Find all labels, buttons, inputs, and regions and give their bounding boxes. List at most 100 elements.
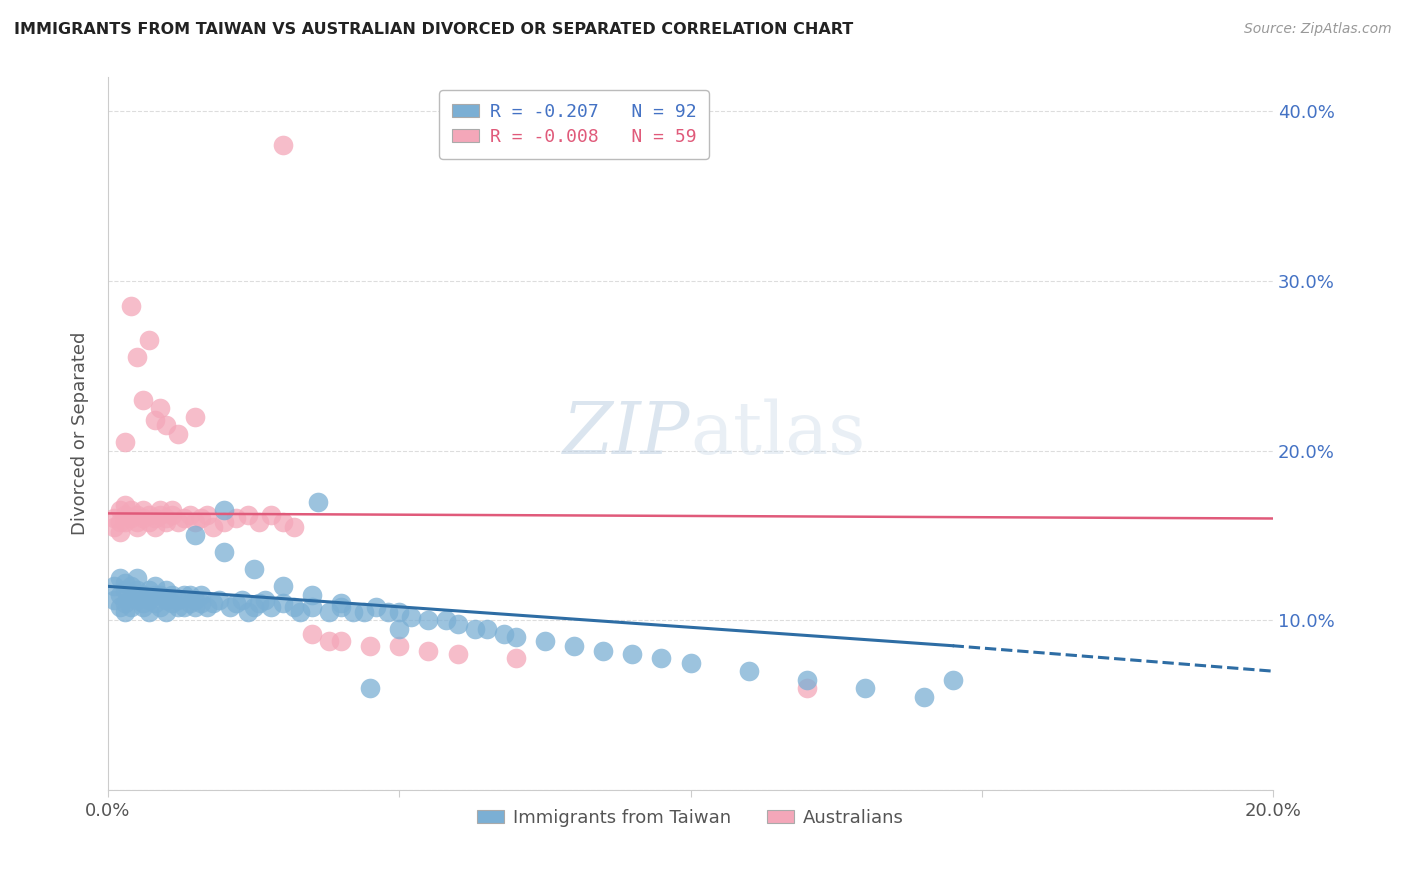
Point [114, 596, 136, 610]
Point [155, 511, 177, 525]
Text: IMMIGRANTS FROM TAIWAN VS AUSTRALIAN DIVORCED OR SEPARATED CORRELATION CHART: IMMIGRANTS FROM TAIWAN VS AUSTRALIAN DIV… [14, 22, 853, 37]
Point [114, 576, 136, 591]
Point [120, 599, 142, 614]
Point [260, 508, 283, 522]
Point [127, 593, 149, 607]
Point [195, 599, 218, 614]
Point [184, 409, 207, 424]
Point [364, 599, 387, 614]
Point [219, 599, 242, 614]
Point [127, 520, 149, 534]
Point [114, 435, 136, 450]
Legend: Immigrants from Taiwan, Australians: Immigrants from Taiwan, Australians [470, 802, 911, 834]
Point [127, 571, 149, 585]
Point [143, 520, 166, 534]
Point [446, 647, 468, 661]
Text: Source: ZipAtlas.com: Source: ZipAtlas.com [1244, 22, 1392, 37]
Point [388, 622, 411, 636]
Point [167, 593, 190, 607]
Point [184, 515, 207, 529]
Point [120, 503, 142, 517]
Point [114, 508, 136, 522]
Point [201, 520, 224, 534]
Point [283, 520, 305, 534]
Point [132, 596, 155, 610]
Point [214, 515, 236, 529]
Point [796, 673, 818, 687]
Point [179, 508, 201, 522]
Point [242, 599, 264, 614]
Point [377, 605, 399, 619]
Point [214, 545, 236, 559]
Point [103, 511, 125, 525]
Point [307, 494, 329, 508]
Point [103, 593, 125, 607]
Point [138, 593, 160, 607]
Point [120, 579, 142, 593]
Point [108, 524, 131, 539]
Point [167, 515, 190, 529]
Point [103, 520, 125, 534]
Point [231, 593, 253, 607]
Point [120, 511, 142, 525]
Point [108, 515, 131, 529]
Point [214, 503, 236, 517]
Point [190, 511, 212, 525]
Point [208, 593, 231, 607]
Point [562, 639, 585, 653]
Point [271, 515, 294, 529]
Point [738, 664, 761, 678]
Point [138, 515, 160, 529]
Point [446, 616, 468, 631]
Point [418, 613, 440, 627]
Point [418, 644, 440, 658]
Point [127, 351, 149, 365]
Point [505, 630, 527, 644]
Point [103, 579, 125, 593]
Y-axis label: Divorced or Separated: Divorced or Separated [72, 332, 89, 535]
Point [179, 596, 201, 610]
Point [138, 334, 160, 348]
Point [201, 596, 224, 610]
Point [179, 588, 201, 602]
Point [301, 588, 323, 602]
Point [912, 690, 935, 704]
Point [160, 508, 183, 522]
Point [155, 593, 177, 607]
Point [853, 681, 876, 695]
Point [127, 515, 149, 529]
Point [592, 644, 614, 658]
Point [143, 413, 166, 427]
Point [271, 138, 294, 153]
Point [534, 633, 557, 648]
Point [143, 579, 166, 593]
Point [184, 593, 207, 607]
Point [434, 613, 457, 627]
Point [173, 511, 195, 525]
Point [149, 599, 172, 614]
Point [132, 599, 155, 614]
Point [160, 596, 183, 610]
Point [679, 656, 702, 670]
Point [342, 605, 364, 619]
Point [127, 582, 149, 597]
Point [167, 426, 190, 441]
Point [143, 596, 166, 610]
Point [108, 503, 131, 517]
Point [271, 596, 294, 610]
Point [464, 622, 486, 636]
Point [149, 508, 172, 522]
Point [190, 596, 212, 610]
Point [160, 503, 183, 517]
Point [330, 599, 353, 614]
Point [120, 300, 142, 314]
Point [155, 515, 177, 529]
Point [127, 508, 149, 522]
Point [388, 605, 411, 619]
Point [359, 639, 381, 653]
Point [114, 498, 136, 512]
Point [359, 681, 381, 695]
Point [114, 515, 136, 529]
Point [399, 610, 422, 624]
Point [173, 588, 195, 602]
